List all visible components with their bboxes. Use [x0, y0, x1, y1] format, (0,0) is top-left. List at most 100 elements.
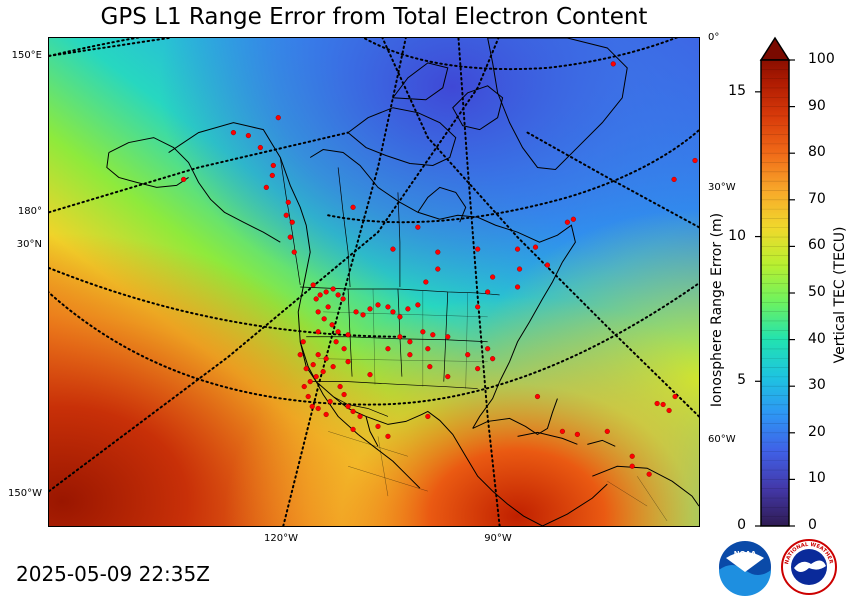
gps-station-marker — [375, 423, 381, 429]
gps-station-marker — [335, 329, 341, 335]
gps-station-marker — [310, 282, 316, 288]
gps-station-marker — [407, 339, 413, 345]
gps-station-marker — [287, 234, 293, 240]
gps-station-marker — [405, 306, 411, 312]
tec-axis-label: Vertical TEC (TECU) — [832, 226, 848, 364]
gps-station-marker — [629, 463, 635, 469]
gps-station-marker — [297, 352, 303, 358]
gps-station-marker — [345, 332, 351, 338]
range-error-tick-label: 0 — [737, 517, 746, 533]
grid-label-30w: 30°W — [708, 182, 736, 193]
gps-station-marker — [629, 453, 635, 459]
grid-label-0: 0° — [708, 32, 720, 43]
gps-station-marker — [610, 61, 616, 67]
gps-station-marker — [516, 266, 523, 272]
gps-station-marker — [390, 246, 396, 252]
gps-station-marker — [430, 332, 436, 338]
gps-station-marker — [385, 433, 391, 439]
gps-station-marker — [564, 219, 570, 225]
gps-station-marker — [367, 372, 373, 378]
gps-station-marker — [333, 339, 339, 345]
gps-station-marker — [320, 369, 326, 375]
gps-station-marker — [350, 408, 356, 415]
gps-station-marker — [544, 262, 551, 268]
gps-station-marker — [325, 304, 331, 310]
gps-station-marker — [301, 383, 307, 390]
gps-station-marker — [340, 296, 346, 302]
gps-station-marker — [660, 401, 666, 408]
gps-station-marker — [397, 334, 403, 340]
gps-station-marker — [367, 306, 373, 312]
gps-station-marker — [327, 398, 333, 405]
gps-station-marker — [465, 352, 471, 358]
gps-station-marker — [313, 374, 319, 380]
tec-map — [48, 37, 700, 527]
gps-station-marker — [353, 309, 359, 315]
gps-station-marker — [270, 162, 276, 169]
gps-station-marker — [323, 289, 329, 295]
grid-label-150w: 150°W — [8, 488, 42, 499]
gps-station-marker — [490, 356, 496, 362]
tec-tick-label: 60 — [808, 237, 826, 254]
gps-station-marker — [330, 286, 336, 292]
gps-station-marker — [330, 364, 336, 370]
gps-station-marker — [275, 115, 281, 121]
gps-station-marker — [313, 296, 319, 302]
gps-station-marker — [671, 176, 677, 183]
gps-station-marker — [315, 405, 321, 412]
gps-station-marker — [397, 314, 403, 320]
gps-station-marker — [345, 403, 351, 410]
gps-station-marker — [341, 346, 347, 352]
gps-station-marker — [559, 428, 566, 434]
gps-station-marker — [646, 471, 652, 477]
gps-station-marker — [420, 329, 426, 335]
gps-station-marker — [692, 157, 698, 164]
tec-tick-label: 100 — [808, 51, 835, 67]
gps-station-marker — [514, 246, 521, 252]
gps-station-marker — [666, 407, 672, 414]
tec-tick-label: 30 — [808, 377, 826, 394]
gps-station-marker — [309, 403, 315, 410]
gps-station-marker — [291, 249, 297, 255]
gps-station-marker — [445, 374, 451, 380]
tec-tick-label: 70 — [808, 190, 826, 207]
grid-label-60w: 60°W — [708, 434, 736, 445]
tec-tick-label: 50 — [808, 284, 826, 300]
tec-tick-label: 80 — [808, 144, 826, 161]
gps-station-marker — [323, 411, 329, 418]
gps-station-marker — [307, 379, 313, 385]
gps-station-marker — [604, 428, 610, 434]
gps-station-marker — [341, 391, 347, 398]
gps-station-marker — [317, 292, 323, 298]
gps-station-marker — [230, 130, 237, 136]
gps-station-marker — [475, 366, 481, 372]
gps-station-marker — [390, 309, 396, 315]
gps-station-marker — [321, 316, 327, 322]
gps-station-marker — [574, 431, 580, 437]
gps-station-marker — [415, 224, 421, 230]
range-error-tick-label: 15 — [728, 82, 746, 99]
gps-station-marker — [310, 362, 316, 368]
gps-station-marker — [269, 172, 275, 179]
gps-station-marker — [485, 346, 491, 352]
gps-station-marker — [303, 366, 309, 372]
gps-station-marker — [305, 393, 311, 400]
tec-tick-label: 90 — [808, 97, 826, 114]
range-error-tick-label: 5 — [737, 372, 746, 389]
tec-tick-label: 40 — [808, 330, 826, 347]
gps-station-marker — [315, 309, 321, 315]
grid-label-180: 180° — [17, 206, 42, 217]
gps-station-marker — [337, 383, 343, 390]
gps-station-marker — [445, 334, 451, 340]
colorbar — [755, 36, 795, 527]
gps-station-marker — [415, 302, 421, 308]
grid-label-30n: 30°N — [16, 239, 42, 250]
grid-label-120w: 120°W — [264, 533, 298, 544]
gps-station-marker — [245, 133, 251, 139]
gps-station-marker — [315, 352, 321, 358]
gps-station-marker — [385, 346, 391, 352]
gps-station-marker — [345, 359, 351, 365]
gps-station-marker — [257, 144, 263, 151]
gps-station-marker — [357, 413, 363, 420]
gps-station-marker — [315, 329, 321, 335]
